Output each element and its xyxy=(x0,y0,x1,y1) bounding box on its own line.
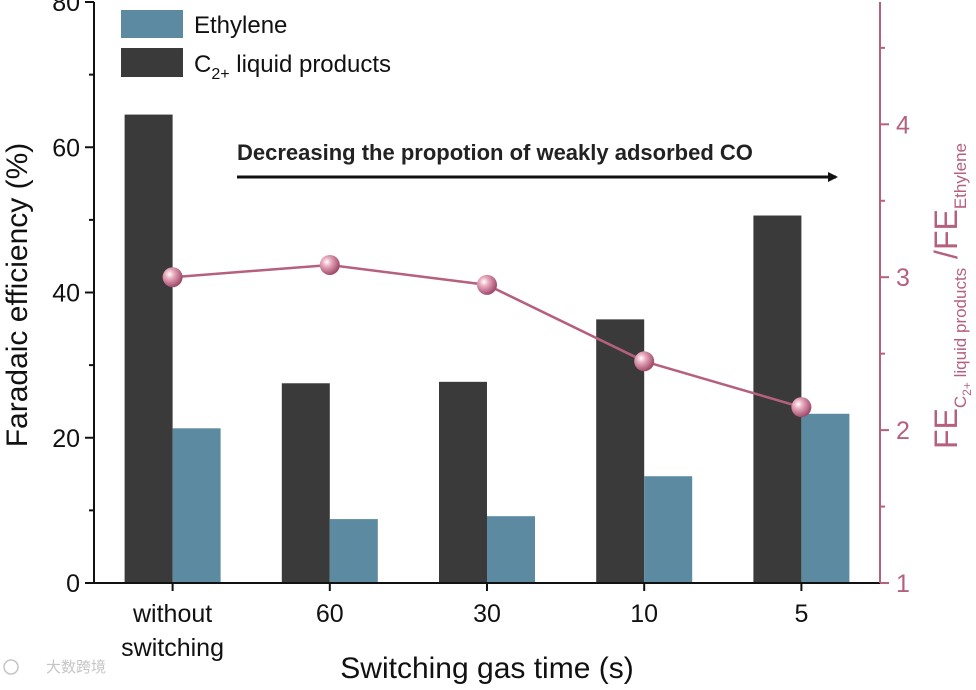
legend-swatch-c2-liquid xyxy=(121,48,183,77)
watermark: 大数跨境 xyxy=(3,658,106,676)
x-tick-label-1-0: 60 xyxy=(316,600,344,628)
right-tick-label-0: 1 xyxy=(896,570,910,598)
ratio-point-2 xyxy=(477,274,497,295)
bar-ethylene-0 xyxy=(172,428,221,583)
bars-group xyxy=(124,114,850,583)
ratio-line-group xyxy=(162,254,812,418)
ratio-point-0 xyxy=(162,267,183,288)
left-tick-label-4: 80 xyxy=(52,0,80,17)
legend-label-ethylene: Ethylene xyxy=(194,12,287,39)
bar-c2-liquid-1 xyxy=(281,383,330,583)
left-tick-label-3: 60 xyxy=(52,134,80,162)
left-ticks: 0 20 40 60 80 xyxy=(52,0,94,598)
bar-c2-liquid-0 xyxy=(124,114,173,583)
right-tick-label-3: 4 xyxy=(896,111,910,139)
right-tick-label-1: 2 xyxy=(896,417,910,445)
y-axis-title: Faradaic efficiency (%) xyxy=(1,143,34,448)
watermark-text: 大数跨境 xyxy=(46,658,106,676)
left-tick-label-2: 40 xyxy=(52,280,80,308)
ratio-point-1 xyxy=(319,254,340,275)
x-axis-title: Switching gas time (s) xyxy=(340,652,633,685)
bar-ethylene-1 xyxy=(329,519,378,583)
right-tick-label-2: 3 xyxy=(896,264,910,292)
ratio-point-4 xyxy=(791,397,812,418)
right-ticks: 1 2 3 4 xyxy=(880,46,910,598)
bar-ethylene-2 xyxy=(487,516,535,583)
bar-c2-liquid-2 xyxy=(439,381,487,583)
ratio-point-3 xyxy=(634,351,655,372)
trend-annotation: Decreasing the propotion of weakly adsor… xyxy=(237,140,753,165)
x-tick-label-0-0: without xyxy=(132,600,212,628)
legend: Ethylene C2+ liquid products xyxy=(121,10,391,83)
x-tick-label-4-0: 5 xyxy=(794,600,808,628)
left-tick-label-1: 20 xyxy=(52,425,80,453)
x-tick-label-3-0: 10 xyxy=(630,600,658,628)
legend-label-c2-liquid: C2+ liquid products xyxy=(194,51,391,83)
right-axis-title: FEC2+ liquid products /FEEthylene xyxy=(928,143,974,449)
bar-ethylene-4 xyxy=(801,413,850,583)
x-tick-label-0-1: switching xyxy=(121,634,224,662)
x-tick-label-2-0: 30 xyxy=(473,600,501,628)
camera-icon xyxy=(3,659,19,675)
left-tick-label-0: 0 xyxy=(66,570,80,598)
bar-ethylene-3 xyxy=(644,476,693,583)
legend-swatch-ethylene xyxy=(121,10,183,38)
x-ticks: without switching 60 30 10 5 xyxy=(121,583,808,662)
